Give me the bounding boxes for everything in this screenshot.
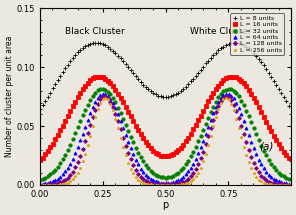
L = 16 units (152, 150, 156, 153)
Line: L = 16 units: L = 16 units (38, 75, 293, 162)
L = 64 units (186, 170, 190, 173)
L = 8 units (38, 108, 42, 110)
L = 8 units (103, 44, 107, 46)
Line: L = 128 units: L = 128 units (39, 95, 292, 186)
L = 32 units (228, 88, 231, 90)
L = 256 units (103, 97, 106, 99)
L = 32 units (83, 110, 86, 113)
L = 64 units (152, 180, 156, 182)
L = 256 units (38, 183, 42, 186)
L = 16 units (228, 76, 231, 78)
Line: L = 8 units: L = 8 units (38, 41, 293, 111)
L = 128 units (206, 136, 210, 139)
L = 32 units (100, 88, 104, 90)
L = 256 units (289, 183, 293, 186)
L = 8 units (228, 43, 231, 45)
L = 32 units (289, 179, 293, 181)
L = 64 units (228, 93, 231, 96)
L = 16 units (38, 159, 42, 161)
L = 64 units (289, 183, 293, 185)
L = 128 units (83, 142, 86, 145)
L = 256 units (83, 155, 86, 158)
L = 16 units (206, 101, 210, 103)
Line: L = 64 units: L = 64 units (38, 92, 292, 185)
L = 128 units (103, 95, 106, 98)
L = 64 units (206, 127, 210, 129)
L = 256 units (152, 183, 156, 186)
L = 256 units (228, 99, 231, 102)
Text: White Cluster: White Cluster (190, 27, 252, 36)
L = 256 units (186, 181, 190, 184)
Text: Black Cluster: Black Cluster (65, 27, 125, 36)
L = 256 units (206, 146, 210, 148)
Legend: L = 8 units, L = 16 units, L = 32 units, L = 64 units, L = 128 units, L = 256 un: L = 8 units, L = 16 units, L = 32 units,… (230, 13, 284, 55)
L = 32 units (38, 179, 42, 181)
L = 128 units (103, 95, 107, 98)
L = 16 units (289, 159, 293, 161)
L = 16 units (103, 77, 107, 80)
L = 16 units (186, 137, 190, 139)
L = 64 units (38, 183, 42, 185)
L = 32 units (186, 159, 190, 162)
X-axis label: p: p (163, 200, 169, 210)
L = 256 units (103, 96, 107, 99)
L = 8 units (83, 46, 86, 48)
Text: (a): (a) (259, 141, 273, 151)
Line: L = 32 units: L = 32 units (38, 87, 292, 182)
L = 32 units (103, 88, 107, 91)
L = 64 units (83, 128, 86, 130)
L = 16 units (83, 85, 86, 88)
L = 8 units (289, 108, 293, 110)
L = 128 units (186, 177, 190, 180)
L = 32 units (152, 172, 156, 175)
L = 128 units (289, 183, 293, 186)
L = 16 units (97, 75, 101, 78)
L = 32 units (206, 117, 210, 120)
L = 128 units (152, 183, 156, 185)
L = 8 units (206, 60, 210, 62)
L = 8 units (94, 42, 98, 44)
Line: L = 256 units: L = 256 units (39, 96, 292, 186)
L = 64 units (103, 92, 107, 95)
L = 8 units (186, 83, 190, 85)
L = 128 units (228, 97, 231, 99)
L = 8 units (152, 92, 156, 95)
L = 128 units (38, 183, 42, 186)
L = 64 units (102, 92, 106, 95)
Y-axis label: Number of cluster per unit area: Number of cluster per unit area (5, 36, 14, 157)
